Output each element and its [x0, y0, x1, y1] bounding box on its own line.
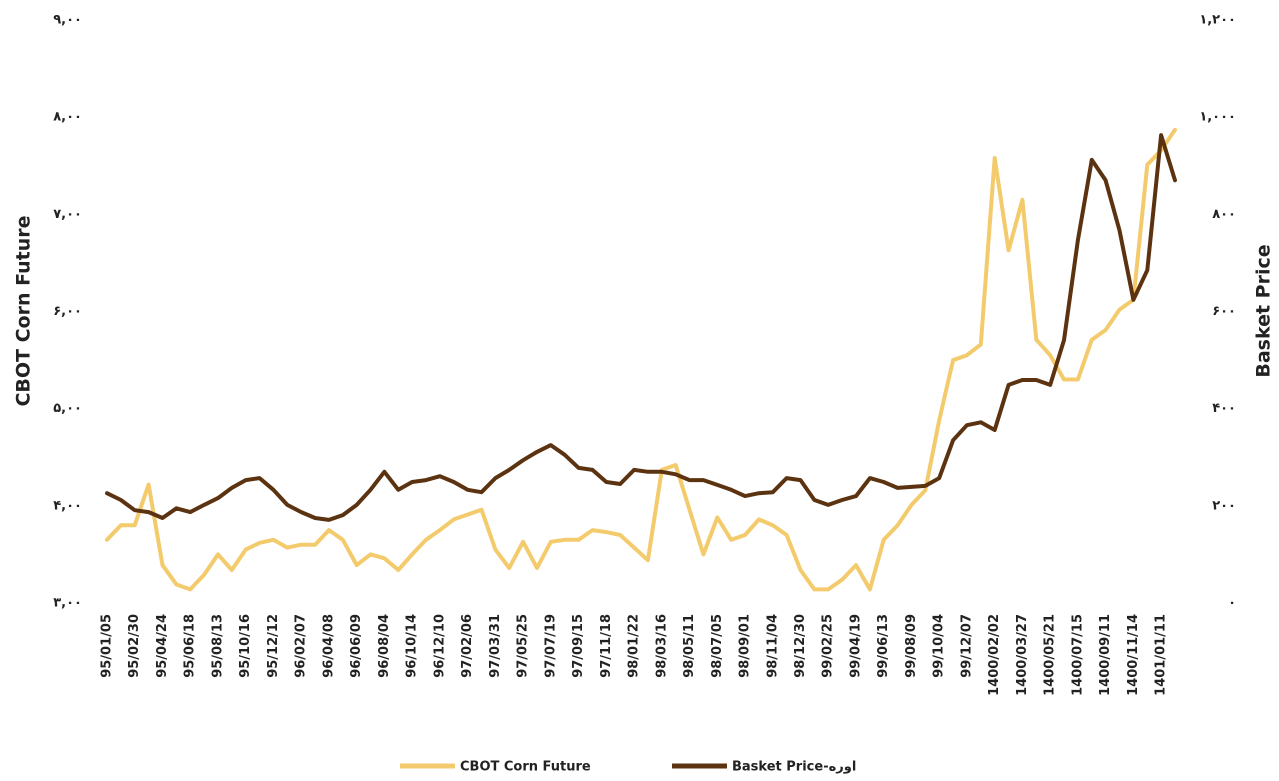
x-tick-label: 1400/03/27 [1015, 614, 1030, 696]
y-tick-label: ۹,۰۰ [53, 13, 82, 28]
x-tick-label: 95/02/30 [127, 614, 142, 678]
y2-tick-label: ۶۰۰ [1212, 304, 1236, 319]
x-tick-label: 98/09/01 [738, 614, 753, 678]
x-tick-label: 98/07/05 [710, 614, 725, 678]
x-tick-label: 95/01/05 [100, 614, 115, 678]
y2-tick-label: ۸۰۰ [1212, 207, 1236, 222]
x-tick-label: 97/09/15 [571, 614, 586, 678]
x-tick-label: 96/10/14 [405, 614, 420, 678]
x-tick-label: 99/06/13 [876, 614, 891, 678]
x-tick-label: 99/12/07 [959, 614, 974, 678]
x-tick-label: 99/02/25 [821, 614, 836, 678]
x-tick-label: 99/08/09 [904, 614, 919, 678]
x-tick-label: 98/11/04 [765, 614, 780, 678]
x-tick-label: 98/05/11 [682, 614, 697, 678]
x-tick-label: 96/02/07 [294, 614, 309, 678]
x-tick-label: 1400/02/02 [987, 614, 1002, 696]
x-tick-label: 97/02/06 [460, 614, 475, 678]
y-tick-label: ۳,۰۰ [53, 596, 82, 611]
y-tick-label: ۵,۰۰ [53, 401, 82, 416]
y2-tick-label: ۰ [1228, 596, 1236, 611]
x-tick-label: 98/03/16 [654, 614, 669, 678]
y-tick-label: ۸,۰۰ [53, 110, 82, 125]
y-axis-title: CBOT Corn Future [13, 215, 35, 406]
y-tick-label: ۴,۰۰ [53, 498, 82, 513]
x-tick-label: 95/06/18 [183, 614, 198, 678]
x-tick-label: 95/10/16 [238, 614, 253, 678]
x-tick-label: 98/12/30 [793, 614, 808, 678]
x-tick-label: 95/08/13 [210, 614, 225, 678]
x-tick-label: 96/04/08 [321, 614, 336, 678]
series-line [105, 133, 1177, 522]
x-tick-label: 1401/01/11 [1154, 614, 1169, 696]
x-tick-label: 95/12/12 [266, 614, 281, 678]
x-tick-label: 97/11/18 [599, 614, 614, 678]
x-tick-label: 1400/11/14 [1126, 614, 1141, 696]
series-line [105, 127, 1177, 592]
x-tick-label: 95/04/24 [155, 614, 170, 678]
x-tick-label: 1400/05/21 [1043, 614, 1058, 696]
y-tick-label: ۶,۰۰ [53, 304, 82, 319]
x-tick-label: 99/04/19 [848, 614, 863, 678]
x-tick-label: 99/10/04 [932, 614, 947, 678]
x-tick-label: 98/01/22 [627, 614, 642, 678]
legend-label: CBOT Corn Future [460, 760, 591, 775]
x-tick-label: 96/06/09 [349, 614, 364, 678]
y-tick-label: ۷,۰۰ [53, 207, 82, 222]
x-tick-label: 1400/09/11 [1098, 614, 1113, 696]
y2-tick-label: ۱,۲۰۰ [1199, 13, 1236, 28]
x-tick-label: 97/07/19 [543, 614, 558, 678]
x-tick-label: 97/03/31 [488, 614, 503, 678]
y2-tick-label: ۱,۰۰۰ [1199, 110, 1236, 125]
x-tick-label: 97/05/25 [516, 614, 531, 678]
x-tick-label: 1400/07/15 [1070, 614, 1085, 696]
y2-axis-title: Basket Price [1253, 244, 1275, 377]
x-tick-label: 96/08/04 [377, 614, 392, 678]
legend-label: Basket Price-اوره [732, 760, 856, 775]
y2-tick-label: ۲۰۰ [1212, 498, 1236, 513]
x-tick-label: 96/12/10 [432, 614, 447, 678]
y2-tick-label: ۴۰۰ [1212, 401, 1236, 416]
